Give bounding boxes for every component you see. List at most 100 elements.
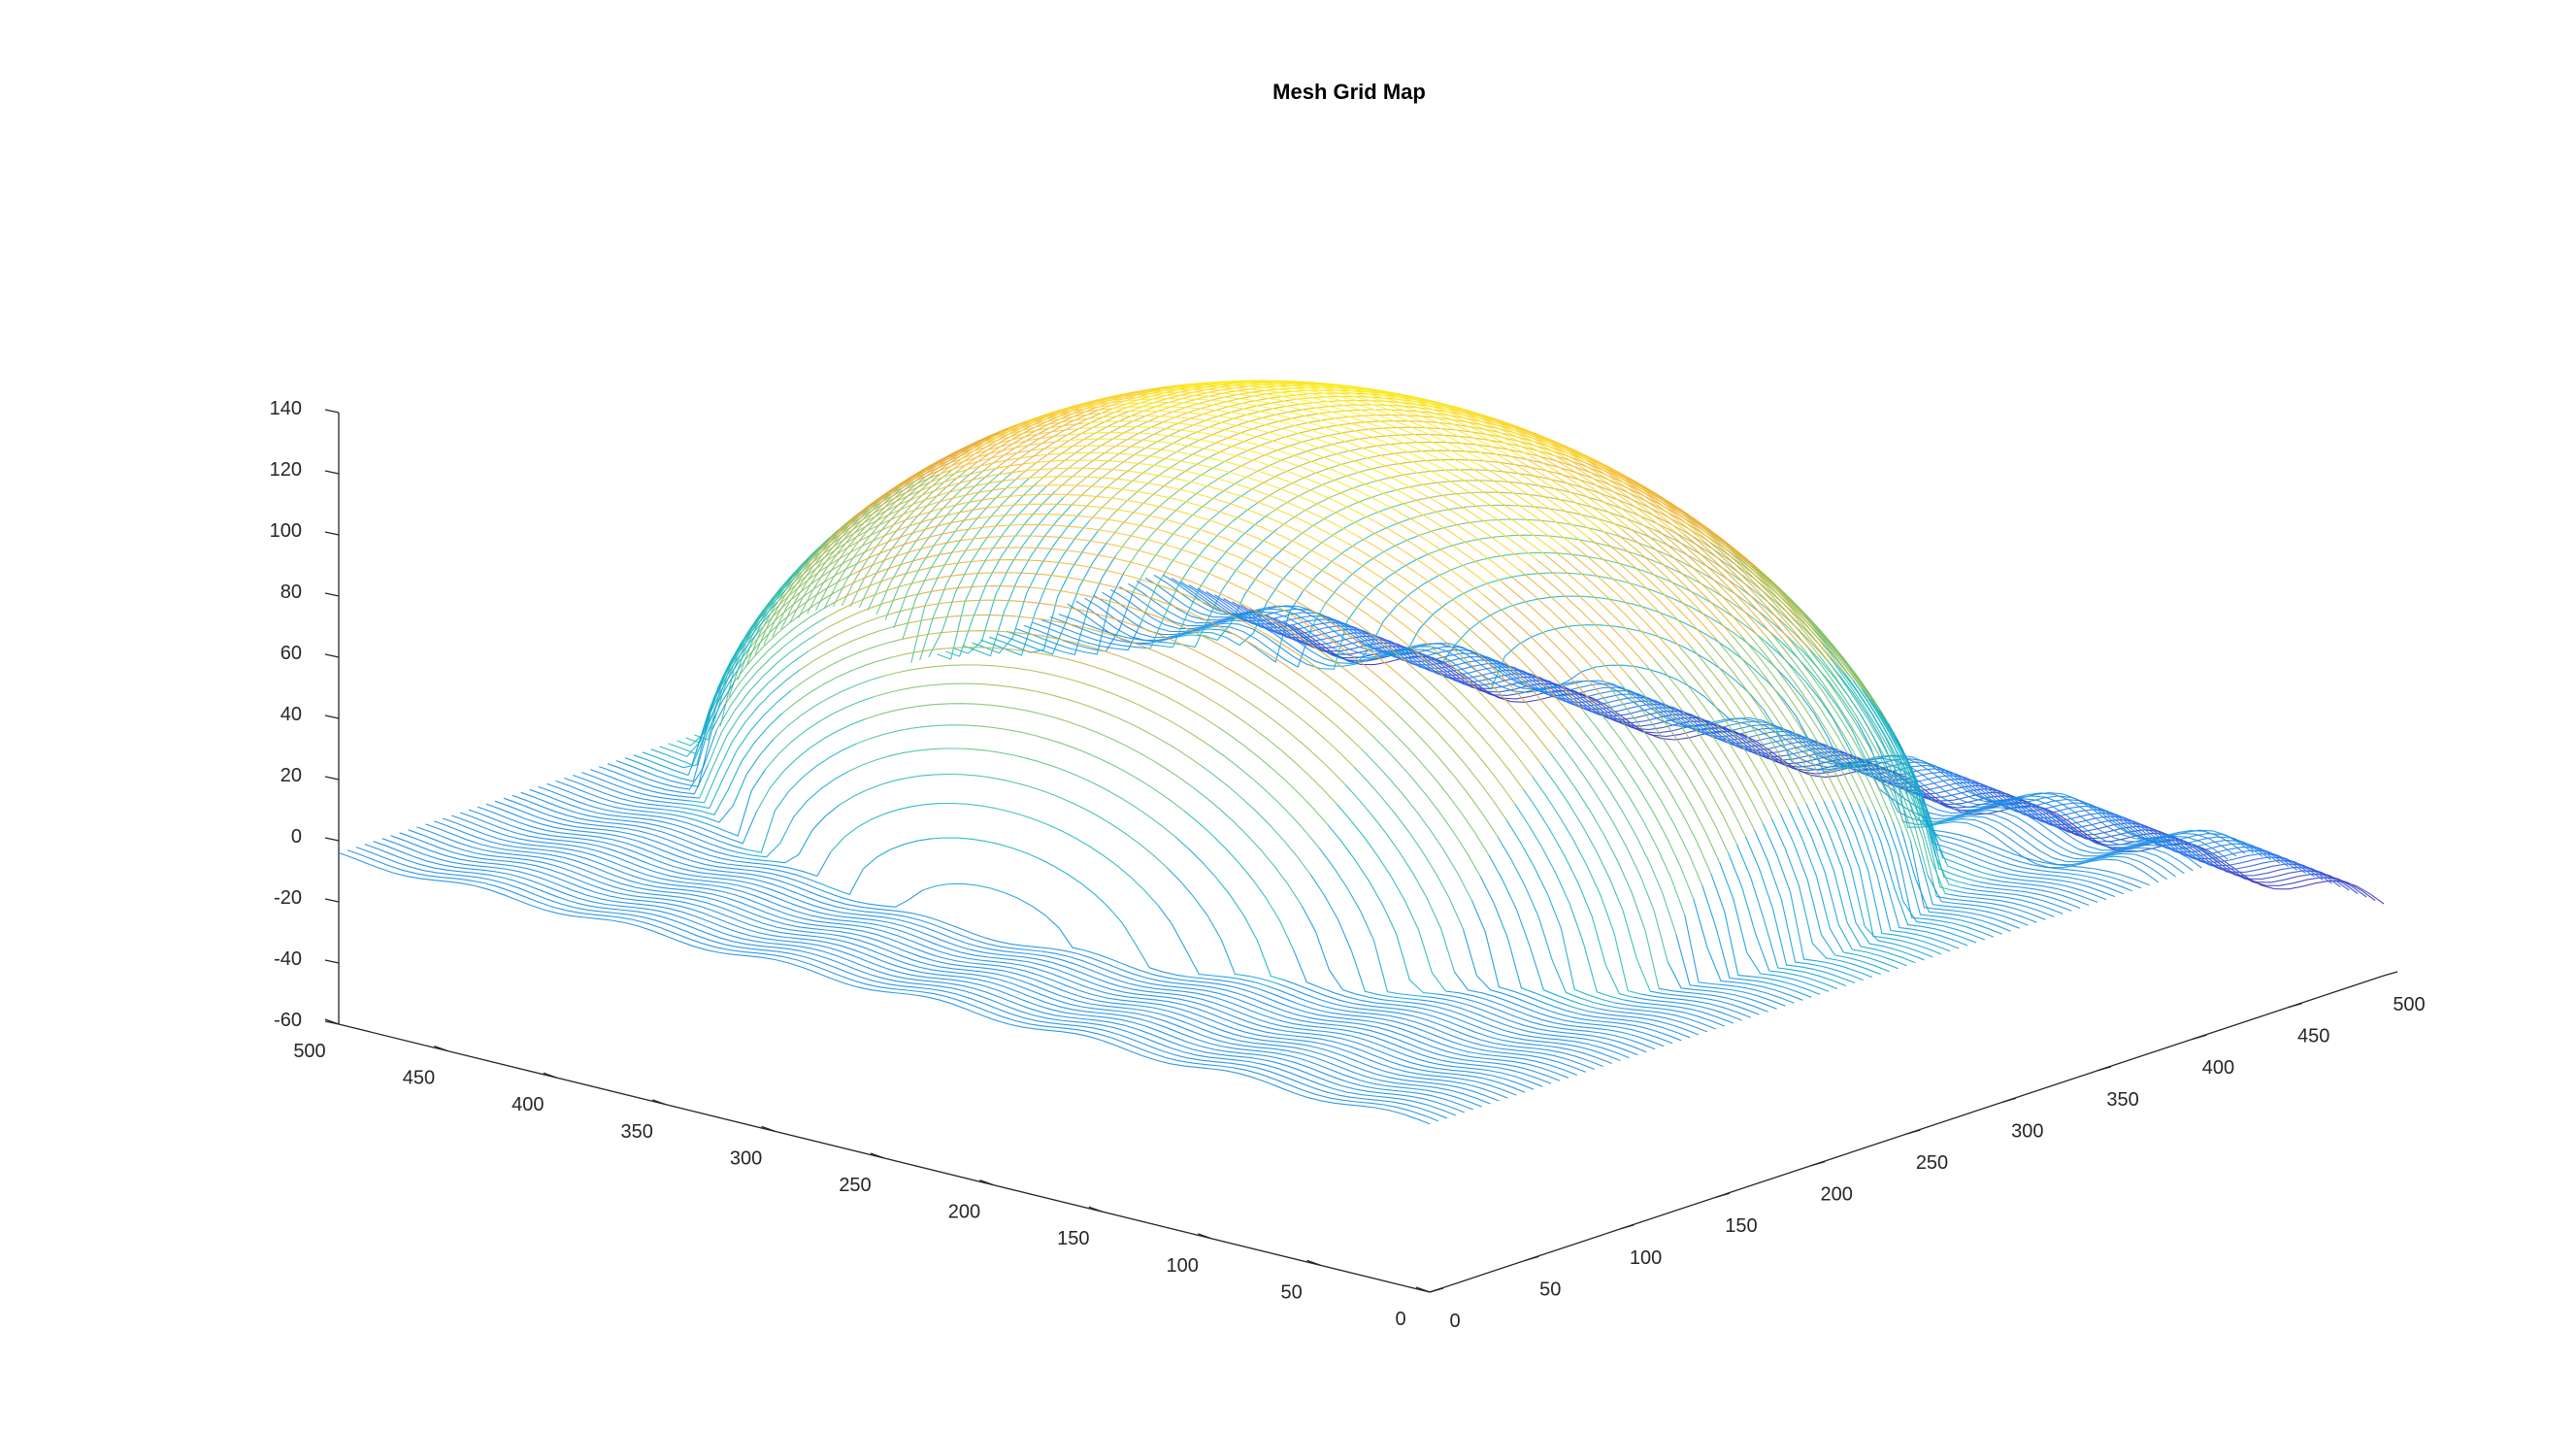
mesh-line-x24-s16: [1309, 874, 1420, 1001]
mesh-line-x68-s0: [1909, 840, 2020, 929]
mesh-line-x33-s0: [1606, 1005, 1717, 1030]
mesh-line-x54-s56: [1025, 396, 1135, 422]
mesh-line-x64-s24: [1548, 455, 1659, 531]
mesh-line-x77-s0: [1988, 879, 2098, 904]
mesh-line-x29-s8: [1462, 928, 1572, 1018]
z-tick-label-7: 80: [281, 582, 302, 603]
mesh-line-x30-s40: [1035, 586, 1145, 613]
mesh-line-x100-s16: [1969, 779, 2079, 819]
mesh-line-x71-s0: [1936, 895, 2046, 920]
mesh-line-x43-s64: [820, 482, 931, 548]
mesh-line-x33-s48: [952, 547, 1062, 553]
mesh-line-x30-s56: [816, 591, 927, 635]
y-tick-label-0: 0: [1395, 1309, 1405, 1330]
mesh-line-x51-s8: [1653, 658, 1764, 824]
mesh-line-x95-s64: [1271, 605, 1381, 652]
mesh-line-x98-s48: [1515, 674, 1626, 700]
mesh-line-x86-s40: [1521, 505, 1631, 530]
y-tick-mark-4: [979, 1179, 994, 1186]
mesh-line-x96-s48: [1498, 667, 1608, 693]
mesh-line-x51-s40: [1217, 410, 1327, 436]
y-tick-mark-1: [1306, 1259, 1321, 1267]
x-tick-label-4: 200: [1821, 1184, 1853, 1206]
mesh-line-x16-s16: [1240, 993, 1351, 1024]
mesh-line-x19-s16: [1267, 985, 1377, 1015]
mesh-line-x24-s72: [546, 782, 656, 814]
mesh-line-x31-s56: [825, 578, 936, 618]
mesh-line-x6-s56: [609, 895, 719, 920]
mesh-line-x91-s56: [1345, 644, 1456, 665]
mesh-line-x20-s40: [948, 773, 1058, 798]
mesh-line-x102-s16: [1987, 785, 2097, 826]
mesh-line-x100-s40: [1642, 696, 1752, 745]
mesh-line-x9-s72: [416, 826, 526, 856]
mesh-line-x14-s40: [896, 918, 1007, 952]
mesh-line-x9-s48: [743, 910, 854, 935]
mesh-line-x21-s8: [1393, 1008, 1503, 1042]
mesh-line-x91-s48: [1454, 595, 1565, 646]
mesh-line-x27-s16: [1336, 803, 1446, 992]
mesh-line-x14-s56: [677, 872, 788, 897]
mesh-line-x60-s24: [1513, 457, 1624, 531]
mesh-line-x13-s0: [1433, 1062, 1543, 1087]
mesh-line-x56-s8: [1697, 641, 1807, 805]
mesh-line-x19-s72: [503, 797, 613, 828]
mesh-line-x57-s40: [1269, 390, 1379, 416]
mesh-line-x36-s56: [869, 517, 978, 550]
x-tick-label-1: 50: [1539, 1279, 1561, 1300]
mesh-line-x15-s64: [578, 838, 687, 871]
mesh-line-x89-s72: [1110, 588, 1220, 630]
mesh-line-x45-s8: [1601, 695, 1712, 874]
mesh-line-x17-s24: [1140, 970, 1250, 993]
z-tick-mark-8: [324, 531, 340, 536]
mesh-line-x9-s40: [852, 933, 963, 967]
mesh-line-x10-s8: [1298, 1039, 1408, 1073]
mesh-line-x110-s16: [2056, 813, 2166, 852]
mesh-line-x72-s24: [1617, 472, 1728, 550]
z-tick-mark-4: [324, 776, 340, 781]
mesh-line-x93-s48: [1471, 667, 1583, 693]
mesh-line-x22-s64: [638, 817, 748, 851]
y-tick-label-6: 300: [730, 1147, 762, 1169]
mesh-line-x67-s32: [1465, 411, 1575, 460]
mesh-line-x1-s56: [565, 910, 676, 934]
mesh-line-x95-s32: [1707, 716, 1818, 756]
mesh-line-x43-s48: [1039, 451, 1148, 457]
mesh-line-x77-s72: [1006, 555, 1116, 656]
mesh-line-x51-s56: [999, 408, 1109, 434]
mesh-line-x10-s48: [752, 907, 863, 932]
mesh-line-x3-s32: [909, 982, 1020, 1012]
mesh-line-x86-s48: [1411, 504, 1522, 519]
mesh-line-x13-s48: [778, 898, 888, 923]
mesh-line-x36-s40: [1087, 515, 1197, 542]
mesh-line-x14-s72: [459, 812, 570, 843]
mesh-line-x42-s32: [1248, 487, 1358, 537]
mesh-line-x25-s32: [1101, 688, 1211, 747]
mesh-line-x18-s40: [931, 837, 1041, 860]
mesh-line-x91-s40: [1564, 595, 1674, 619]
mesh-line-x22-s72: [529, 788, 640, 819]
mesh-line-x24-s32: [1092, 707, 1203, 767]
mesh-line-x25-s40: [991, 665, 1102, 690]
mesh-line-x21-s0: [1503, 1040, 1612, 1065]
mesh-line-x97-s40: [1616, 686, 1726, 734]
mesh-line-x10-s72: [425, 823, 535, 854]
mesh-line-x9-s24: [1071, 992, 1181, 1015]
mesh-line-x44-s8: [1592, 703, 1703, 886]
mesh-line-x40-s16: [1448, 627, 1560, 742]
mesh-line-x29-s24: [1244, 678, 1355, 768]
mesh-line-x13-s16: [1214, 1002, 1325, 1033]
mesh-line-x44-s40: [1156, 449, 1267, 475]
y-tick-mark-6: [761, 1125, 776, 1133]
mesh-line-x1-s16: [1110, 1037, 1221, 1067]
mesh-line-x37-s72: [659, 615, 770, 758]
mesh-line-x35-s72: [642, 645, 752, 769]
mesh-line-x19-s40: [940, 802, 1050, 826]
mesh-line-x11-s24: [1088, 987, 1199, 1010]
mesh-line-x41-s56: [912, 470, 1022, 500]
x-tick-label-8: 400: [2202, 1057, 2234, 1079]
mesh-line-x13-s32: [997, 953, 1106, 983]
mesh-line-x87-s56: [1310, 534, 1421, 628]
mesh-line-x94-s0: [2135, 830, 2246, 854]
mesh-line-x28-s0: [1563, 1019, 1673, 1045]
